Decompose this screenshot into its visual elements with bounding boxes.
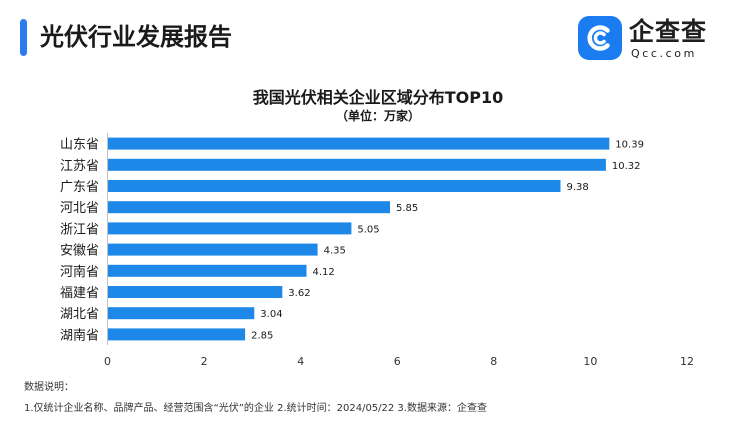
- bar: [108, 201, 390, 214]
- value-label: 9.38: [567, 182, 589, 193]
- category-label: 浙江省: [60, 222, 99, 237]
- category-label: 福建省: [60, 286, 99, 301]
- qcc-logo-icon: [578, 16, 622, 60]
- x-tick-label: 4: [297, 355, 304, 368]
- value-label: 3.04: [260, 309, 282, 320]
- value-label: 3.62: [288, 288, 310, 299]
- category-label: 山东省: [60, 138, 99, 153]
- bar-chart: 我国光伏相关企业区域分布TOP10 （单位：万家） 山东省 10.39 江苏省 10.…: [60, 88, 694, 368]
- value-label: 4.35: [324, 246, 346, 257]
- bar: [108, 243, 318, 256]
- logo-name: 企查查: [629, 17, 708, 46]
- category-label: 广东省: [60, 180, 99, 195]
- bar: [108, 286, 283, 298]
- x-tick-label: 6: [394, 355, 401, 368]
- bar: [108, 264, 307, 277]
- value-label: 2.85: [251, 330, 273, 341]
- bar: [108, 180, 561, 192]
- value-label: 5.05: [357, 224, 379, 235]
- value-label: 4.12: [313, 267, 335, 278]
- x-tick-label: 2: [201, 355, 208, 368]
- bar: [108, 328, 246, 341]
- x-tick-label: 10: [583, 355, 597, 368]
- header-accent-bar: [20, 19, 27, 56]
- notes-heading: 数据说明：: [24, 382, 74, 393]
- category-label: 河北省: [60, 201, 99, 216]
- category-label: 湖北省: [60, 307, 99, 322]
- chart-subtitle: （单位：万家）: [336, 108, 420, 123]
- value-label: 5.85: [396, 203, 418, 214]
- bar: [108, 222, 352, 235]
- value-label: 10.32: [612, 161, 641, 172]
- category-label: 湖南省: [60, 327, 99, 343]
- chart-title: 我国光伏相关企业区域分布TOP10: [253, 88, 504, 107]
- x-tick-label: 12: [680, 355, 694, 368]
- qcc-logo: 企查查 Qcc.com: [578, 16, 738, 62]
- bar: [108, 307, 255, 320]
- value-label: 10.39: [615, 140, 644, 151]
- notes-body: 1.仅统计企业名称、品牌产品、经营范围含“光伏”的企业 2.统计时间：2024/…: [24, 403, 487, 414]
- x-tick-label: 8: [490, 355, 497, 368]
- x-tick-label: 0: [104, 355, 111, 368]
- category-label: 江苏省: [60, 158, 99, 174]
- bar: [108, 137, 610, 150]
- category-label: 河南省: [60, 264, 99, 280]
- logo-domain: Qcc.com: [631, 47, 697, 60]
- category-label: 安徽省: [60, 244, 99, 259]
- bar: [108, 158, 606, 171]
- report-title: 光伏行业发展报告: [40, 23, 232, 51]
